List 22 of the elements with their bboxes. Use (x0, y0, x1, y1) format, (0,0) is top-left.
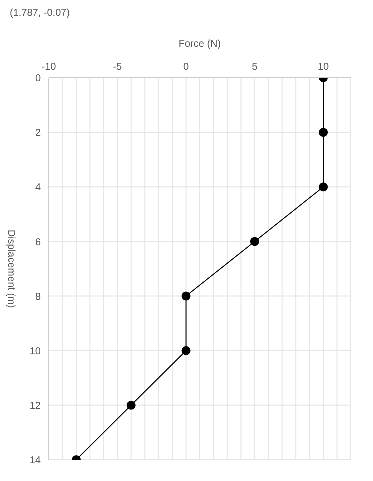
point (126, 400, 136, 410)
y-tick-label: 8 (35, 292, 42, 303)
y-axis-title: Displacement (m) (5, 230, 16, 308)
x-tick-label: 10 (318, 62, 330, 73)
x-tick-label: -5 (113, 62, 123, 73)
point (319, 182, 328, 192)
text: (1.787, -0.07) (10, 8, 70, 19)
point (182, 292, 191, 301)
y-tick-label: 6 (35, 237, 42, 248)
y-tick-label: 12 (30, 400, 42, 412)
x-axis-title: Force (N) (178, 39, 222, 50)
y-tick-label: 0 (35, 74, 42, 85)
x-tick-label: 5 (252, 62, 258, 73)
y-tick-label: 4 (35, 182, 42, 194)
y-tick-label: 2 (35, 128, 42, 140)
point (182, 346, 191, 356)
x-tick-label: 0 (183, 62, 190, 73)
point (250, 237, 260, 246)
y-tick-label: 14 (30, 456, 42, 467)
x-tick-label: -10 (42, 62, 57, 73)
point (319, 128, 328, 138)
y-tick-label: 10 (30, 346, 42, 358)
